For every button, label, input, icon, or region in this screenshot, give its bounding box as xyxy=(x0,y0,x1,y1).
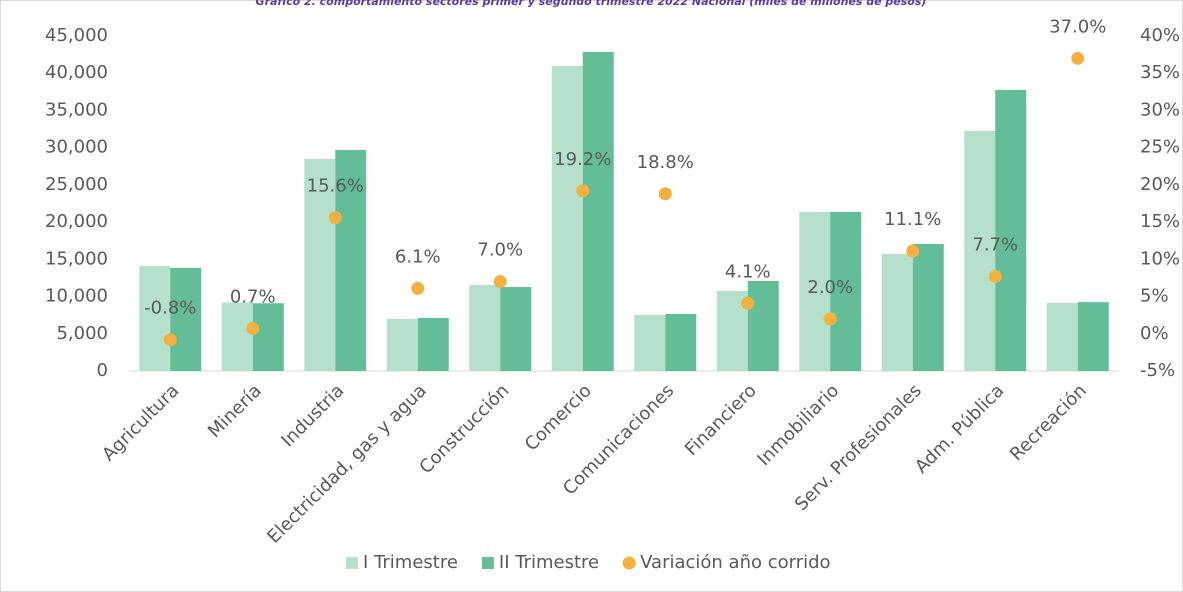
legend-swatch xyxy=(481,557,494,569)
y2-tick-label: 40% xyxy=(1140,25,1180,46)
bar xyxy=(634,315,666,371)
data-label: 19.2% xyxy=(554,149,611,170)
bar xyxy=(139,266,171,371)
dot xyxy=(658,187,672,201)
dot xyxy=(906,244,920,258)
data-label: 7.7% xyxy=(972,234,1018,255)
dot xyxy=(1071,51,1085,65)
data-label: 4.1% xyxy=(725,261,771,282)
bar xyxy=(417,317,449,371)
y-tick-label: 25,000 xyxy=(45,174,108,195)
dot xyxy=(163,333,177,347)
bar xyxy=(964,130,996,371)
y2-tick-label: 20% xyxy=(1140,174,1180,195)
data-label: 11.1% xyxy=(884,209,941,230)
data-label: 37.0% xyxy=(1049,16,1106,37)
dot xyxy=(328,211,342,225)
y2-tick-label: 5% xyxy=(1140,286,1169,307)
dot xyxy=(411,281,425,295)
y-tick-label: 20,000 xyxy=(45,211,108,232)
bar xyxy=(551,66,583,372)
y2-tick-label: 10% xyxy=(1140,248,1180,269)
bar xyxy=(830,211,862,371)
bar xyxy=(221,302,253,371)
chart-title: Gráfico 2. comportamiento sectores prime… xyxy=(256,0,927,8)
bar xyxy=(665,313,697,371)
bar xyxy=(747,280,779,371)
y2-tick-label: -5% xyxy=(1140,360,1175,381)
bar xyxy=(252,303,284,371)
bar xyxy=(170,267,202,371)
y-tick-label: 15,000 xyxy=(45,248,108,269)
y-tick-label: 5,000 xyxy=(56,323,108,344)
dot xyxy=(823,312,837,326)
data-label: 7.0% xyxy=(477,240,523,261)
dot xyxy=(246,322,260,336)
bar xyxy=(304,158,336,371)
y-tick-label: 35,000 xyxy=(45,99,108,120)
legend-label: I Trimestre xyxy=(363,552,458,573)
legend-label: II Trimestre xyxy=(499,552,599,573)
bar xyxy=(1046,302,1078,371)
data-label: -0.8% xyxy=(144,298,196,319)
bar xyxy=(912,243,944,371)
bar xyxy=(799,211,831,371)
y-tick-label: 10,000 xyxy=(45,286,108,307)
dot xyxy=(493,275,507,289)
bar xyxy=(881,253,913,371)
data-label: 2.0% xyxy=(807,277,853,298)
y2-tick-label: 30% xyxy=(1140,99,1180,120)
legend-label: Variación año corrido xyxy=(640,552,830,573)
y2-tick-label: 15% xyxy=(1140,211,1180,232)
dot xyxy=(576,184,590,198)
y2-tick-label: 0% xyxy=(1140,323,1169,344)
bar xyxy=(582,52,614,371)
y-tick-label: 40,000 xyxy=(45,62,108,83)
dot xyxy=(988,269,1002,283)
bar xyxy=(995,89,1027,371)
data-label: 15.6% xyxy=(307,176,364,197)
y-tick-label: 45,000 xyxy=(45,25,108,46)
y-tick-label: 30,000 xyxy=(45,137,108,158)
bar xyxy=(386,319,418,371)
y2-tick-label: 25% xyxy=(1140,137,1180,158)
bar xyxy=(469,285,501,371)
bar xyxy=(500,287,532,371)
bar xyxy=(335,149,367,371)
data-label: 18.8% xyxy=(637,152,694,173)
legend-swatch xyxy=(346,557,358,569)
y-tick-label: 0 xyxy=(97,360,108,381)
bar xyxy=(1077,302,1109,371)
y2-tick-label: 35% xyxy=(1140,62,1180,83)
data-label: 6.1% xyxy=(395,246,441,267)
dot xyxy=(741,296,755,310)
data-label: 0.7% xyxy=(230,287,276,308)
legend-swatch xyxy=(622,556,636,570)
